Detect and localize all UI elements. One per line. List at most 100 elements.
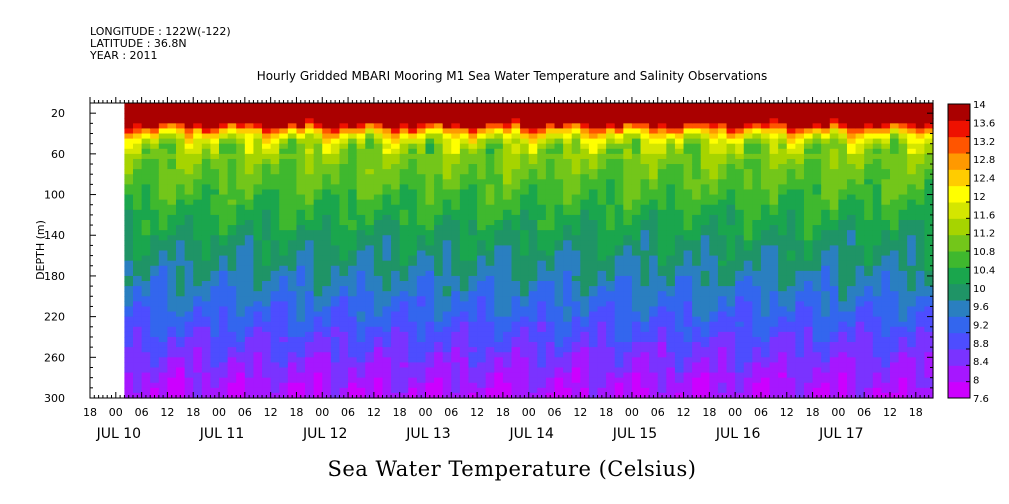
heatmap-cell: [752, 118, 762, 124]
heatmap-cell: [348, 342, 358, 348]
heatmap-cell: [150, 128, 160, 135]
heatmap-cell: [253, 281, 263, 287]
heatmap-cell: [408, 281, 418, 287]
heatmap-cell: [829, 250, 839, 257]
heatmap-cell: [588, 377, 599, 384]
heatmap-cell: [365, 336, 375, 343]
heatmap-cell: [468, 311, 478, 318]
heatmap-cell: [236, 204, 246, 211]
heatmap-cell: [167, 138, 177, 145]
heatmap-cell: [692, 209, 702, 216]
heatmap-cell: [502, 260, 513, 267]
heatmap-cell: [502, 367, 513, 374]
heatmap-cell: [193, 235, 203, 241]
heatmap-cell: [391, 108, 401, 114]
heatmap-cell: [313, 362, 323, 369]
heatmap-cell: [167, 382, 177, 389]
heatmap-cell: [588, 148, 599, 155]
heatmap-cell: [373, 235, 384, 241]
heatmap-cell: [236, 311, 246, 318]
heatmap-cell: [494, 189, 504, 196]
heatmap-cell: [571, 367, 581, 374]
heatmap-cell: [494, 143, 504, 150]
heatmap-cell: [468, 240, 478, 247]
heatmap-cell: [545, 164, 556, 170]
heatmap-cell: [683, 296, 693, 302]
heatmap-cell: [846, 281, 857, 287]
heatmap-cell: [150, 331, 160, 338]
heatmap-cell: [365, 301, 375, 308]
heatmap-cell: [193, 321, 203, 328]
heatmap-cell: [640, 250, 650, 257]
heatmap-cell: [554, 352, 564, 358]
heatmap-cell: [795, 118, 805, 124]
heatmap-cell: [778, 158, 788, 165]
heatmap-cell: [193, 301, 203, 308]
heatmap-cell: [373, 311, 384, 318]
heatmap-cell: [683, 367, 693, 374]
heatmap-cell: [735, 306, 745, 313]
heatmap-cell: [614, 275, 624, 282]
heatmap-cell: [408, 235, 418, 241]
heatmap-cell: [520, 316, 530, 323]
heatmap-cell: [399, 296, 409, 302]
heatmap-cell: [416, 230, 427, 236]
heatmap-cell: [606, 260, 616, 267]
heatmap-cell: [554, 199, 564, 206]
heatmap-cell: [829, 123, 839, 130]
heatmap-cell: [726, 189, 736, 196]
heatmap-cell: [313, 270, 323, 277]
heatmap-cell: [502, 103, 513, 109]
heatmap-cell: [812, 281, 822, 287]
heatmap-cell: [236, 321, 246, 328]
heatmap-cell: [709, 260, 719, 267]
heatmap-cell: [717, 377, 728, 384]
heatmap-cell: [279, 331, 289, 338]
heatmap-cell: [322, 286, 332, 292]
heatmap-cell: [795, 265, 805, 272]
heatmap-cell: [459, 347, 470, 353]
heatmap-cell: [253, 199, 263, 206]
heatmap-cell: [158, 382, 169, 389]
heatmap-cell: [150, 194, 160, 201]
heatmap-cell: [717, 209, 728, 216]
heatmap-cell: [468, 286, 478, 292]
heatmap-cell: [356, 265, 366, 272]
heatmap-cell: [829, 377, 839, 384]
heatmap-cell: [348, 245, 358, 252]
heatmap-cell: [236, 194, 246, 201]
heatmap-cell: [554, 260, 564, 267]
heatmap-cell: [528, 158, 538, 165]
heatmap-cell: [408, 270, 418, 277]
heatmap-cell: [313, 331, 323, 338]
heatmap-cell: [150, 103, 160, 109]
heatmap-cell: [339, 316, 349, 323]
heatmap-cell: [700, 286, 710, 292]
heatmap-cell: [201, 138, 212, 145]
heatmap-cell: [812, 240, 822, 247]
heatmap-cell: [692, 230, 702, 236]
heatmap-cell: [373, 387, 384, 394]
heatmap-cell: [348, 214, 358, 221]
heatmap-cell: [571, 194, 581, 201]
heatmap-cell: [735, 153, 745, 160]
heatmap-cell: [674, 108, 685, 114]
heatmap-cell: [176, 194, 186, 201]
heatmap-cell: [760, 306, 771, 313]
heatmap-cell: [330, 357, 341, 363]
heatmap-cell: [287, 113, 298, 119]
heatmap-cell: [305, 245, 315, 252]
heatmap-cell: [184, 336, 194, 343]
heatmap-cell: [141, 270, 151, 277]
heatmap-cell: [184, 260, 194, 267]
heatmap-cell: [176, 123, 186, 130]
heatmap-cell: [158, 265, 169, 272]
heatmap-cell: [262, 235, 272, 241]
heatmap-cell: [485, 214, 495, 221]
heatmap-cell: [520, 275, 530, 282]
heatmap-cell: [769, 336, 779, 343]
heatmap-cell: [769, 382, 779, 389]
heatmap-cell: [795, 235, 805, 241]
heatmap-cell: [829, 321, 839, 328]
